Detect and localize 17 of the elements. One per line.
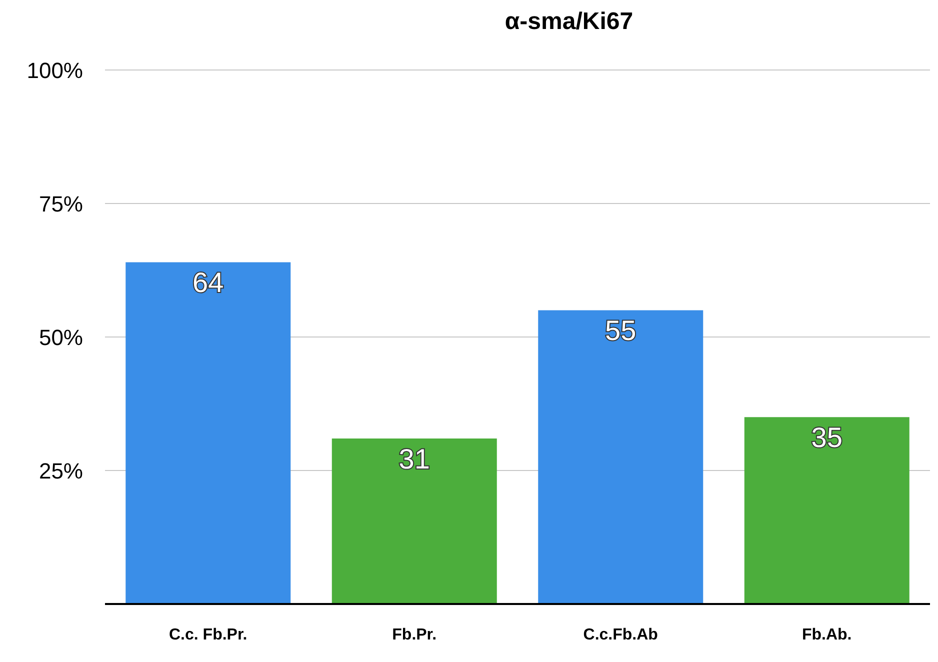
y-tick-label: 75%	[38, 191, 83, 216]
bar	[744, 417, 910, 604]
bar	[126, 262, 291, 604]
data-label: 55	[605, 315, 636, 346]
data-label: 35	[811, 422, 842, 453]
data-label: 64	[192, 267, 224, 298]
x-tick-label: Fb.Ab.	[802, 626, 852, 644]
x-tick-label: C.c. Fb.Pr.	[169, 626, 248, 644]
y-tick-label: 50%	[38, 324, 83, 350]
x-tick-label: C.c.Fb.Ab	[583, 626, 658, 644]
bar	[332, 438, 497, 604]
chart-title: α-sma/Ki67	[504, 8, 634, 37]
data-label: 31	[398, 443, 430, 474]
y-tick-label: 25%	[38, 458, 83, 484]
y-tick-label: 100%	[26, 58, 83, 83]
bar	[538, 310, 704, 604]
x-tick-label: Fb.Pr.	[392, 626, 437, 644]
